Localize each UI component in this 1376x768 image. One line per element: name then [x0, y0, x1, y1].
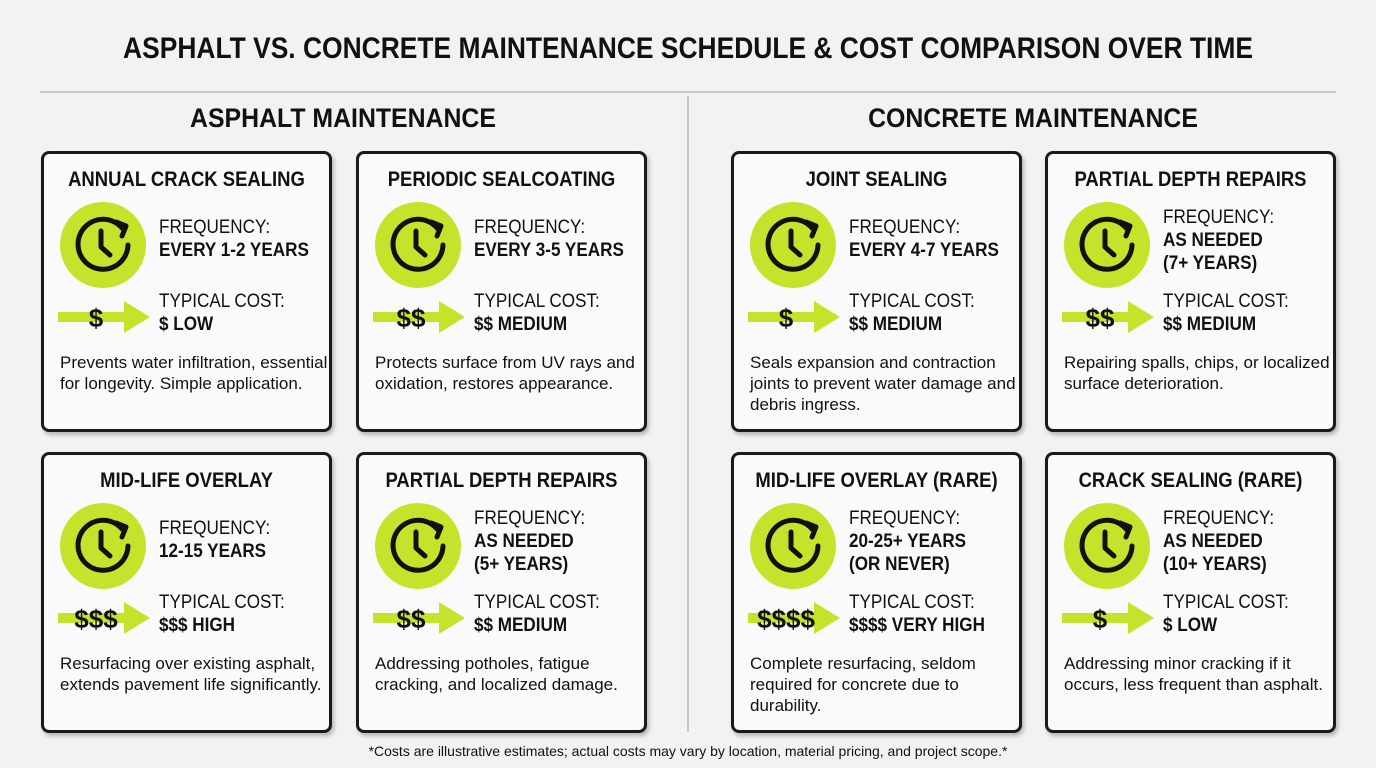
clock-refresh-icon — [375, 202, 461, 288]
cost-label: TYPICAL COST: — [159, 291, 285, 312]
concrete-heading: CONCRETE MAINTENANCE — [868, 103, 1198, 133]
card-description: Addressing potholes, fatigue cracking, a… — [375, 654, 618, 694]
cost-arrow-icon: $ — [748, 299, 844, 340]
frequency-value: AS NEEDED — [1163, 230, 1263, 251]
cost-arrow-icon: $$$$ — [748, 600, 844, 641]
cost-label: TYPICAL COST: — [474, 291, 600, 312]
asphalt-heading: ASPHALT MAINTENANCE — [190, 103, 496, 133]
card-title: JOINT SEALING — [805, 168, 948, 191]
page-title: ASPHALT VS. CONCRETE MAINTENANCE SCHEDUL… — [123, 32, 1253, 65]
clock-refresh-icon — [750, 503, 836, 589]
cost-symbol: $$ — [397, 604, 426, 634]
card-description: Resurfacing over existing asphalt, exten… — [60, 654, 322, 694]
frequency-value: AS NEEDED — [474, 531, 574, 552]
cost-arrow-icon: $ — [58, 299, 154, 340]
frequency-value: (7+ YEARS) — [1163, 253, 1258, 274]
cost-value: $$ MEDIUM — [1163, 314, 1257, 335]
cost-symbol: $$ — [1086, 303, 1115, 333]
card-title: PERIODIC SEALCOATING — [387, 168, 616, 191]
cost-arrow-icon: $$ — [373, 299, 469, 340]
frequency-value: EVERY 4-7 YEARS — [849, 240, 999, 261]
cost-symbol: $$$ — [74, 604, 118, 634]
frequency-value: EVERY 3-5 YEARS — [474, 240, 624, 261]
cost-symbol: $$ — [397, 303, 426, 333]
cost-label: TYPICAL COST: — [849, 291, 975, 312]
cost-value: $$ MEDIUM — [849, 314, 943, 335]
cost-label: TYPICAL COST: — [1163, 592, 1289, 613]
card-title: MID-LIFE OVERLAY (RARE) — [755, 469, 998, 492]
cost-symbol: $$$$ — [757, 604, 815, 634]
frequency-label: FREQUENCY: — [849, 217, 961, 238]
cost-label: TYPICAL COST: — [159, 592, 285, 613]
clock-refresh-icon — [1064, 503, 1150, 589]
clock-refresh-icon — [60, 202, 146, 288]
cost-arrow-icon: $$ — [373, 600, 469, 641]
cost-value: $$ MEDIUM — [474, 314, 568, 335]
maintenance-card: JOINT SEALING FREQUENCY: EVERY 4-7 YEARS … — [731, 151, 1022, 432]
frequency-value: (OR NEVER) — [849, 554, 950, 575]
cost-label: TYPICAL COST: — [849, 592, 975, 613]
card-title: PARTIAL DEPTH REPAIRS — [385, 469, 618, 492]
cost-value: $$ MEDIUM — [474, 615, 568, 636]
maintenance-card: PARTIAL DEPTH REPAIRS FREQUENCY: AS NEEDE… — [1045, 151, 1336, 432]
clock-refresh-icon — [1064, 202, 1150, 288]
clock-refresh-icon — [60, 503, 146, 589]
frequency-label: FREQUENCY: — [474, 508, 586, 529]
cost-value: $$$$ VERY HIGH — [849, 615, 985, 636]
frequency-label: FREQUENCY: — [849, 508, 961, 529]
footnote: *Costs are illustrative estimates; actua… — [368, 743, 1008, 759]
cost-value: $$$ HIGH — [159, 615, 236, 636]
frequency-label: FREQUENCY: — [1163, 207, 1275, 228]
cost-symbol: $ — [89, 303, 104, 333]
card-title: MID-LIFE OVERLAY — [100, 469, 273, 492]
card-description: Complete resurfacing, seldom required fo… — [750, 654, 976, 715]
cost-value: $ LOW — [159, 314, 214, 335]
maintenance-card: PERIODIC SEALCOATING FREQUENCY: EVERY 3-5… — [356, 151, 647, 432]
frequency-label: FREQUENCY: — [159, 217, 271, 238]
maintenance-card: PARTIAL DEPTH REPAIRS FREQUENCY: AS NEEDE… — [356, 452, 647, 733]
cost-value: $ LOW — [1163, 615, 1218, 636]
divider — [40, 91, 1336, 93]
clock-refresh-icon — [750, 202, 836, 288]
maintenance-card: CRACK SEALING (RARE) FREQUENCY: AS NEEDED… — [1045, 452, 1336, 733]
card-title: PARTIAL DEPTH REPAIRS — [1074, 168, 1307, 191]
cost-symbol: $ — [1093, 604, 1108, 634]
card-title: CRACK SEALING (RARE) — [1078, 469, 1303, 492]
cost-label: TYPICAL COST: — [1163, 291, 1289, 312]
cost-symbol: $ — [779, 303, 794, 333]
frequency-value: 20-25+ YEARS — [849, 531, 967, 552]
frequency-value: 12-15 YEARS — [159, 541, 267, 562]
frequency-label: FREQUENCY: — [159, 518, 271, 539]
card-description: Addressing minor cracking if it occurs, … — [1064, 654, 1323, 694]
cost-arrow-icon: $$ — [1062, 299, 1158, 340]
card-description: Seals expansion and contraction joints t… — [750, 353, 1016, 414]
frequency-value: (10+ YEARS) — [1163, 554, 1267, 575]
clock-refresh-icon — [375, 503, 461, 589]
frequency-value: AS NEEDED — [1163, 531, 1263, 552]
column-divider — [687, 96, 689, 732]
card-title: ANNUAL CRACK SEALING — [68, 168, 305, 191]
cost-arrow-icon: $$$ — [58, 600, 154, 641]
frequency-label: FREQUENCY: — [1163, 508, 1275, 529]
maintenance-card: ANNUAL CRACK SEALING FREQUENCY: EVERY 1-2… — [41, 151, 332, 432]
frequency-value: (5+ YEARS) — [474, 554, 569, 575]
frequency-label: FREQUENCY: — [474, 217, 586, 238]
card-description: Prevents water infiltration, essential f… — [60, 353, 328, 393]
cost-arrow-icon: $ — [1062, 600, 1158, 641]
card-description: Protects surface from UV rays and oxidat… — [375, 353, 635, 393]
maintenance-card: MID-LIFE OVERLAY FREQUENCY: 12-15 YEARS $… — [41, 452, 332, 733]
frequency-value: EVERY 1-2 YEARS — [159, 240, 309, 261]
card-description: Repairing spalls, chips, or localized su… — [1064, 353, 1330, 393]
cost-label: TYPICAL COST: — [474, 592, 600, 613]
maintenance-card: MID-LIFE OVERLAY (RARE) FREQUENCY: 20-25+… — [731, 452, 1022, 733]
